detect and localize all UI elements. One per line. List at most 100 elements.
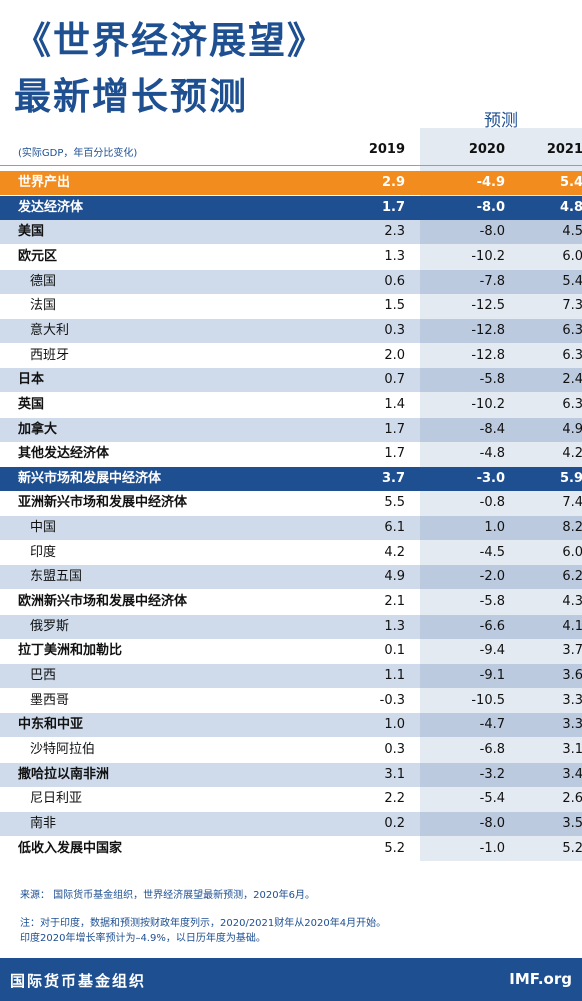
table-row: 中东和中亚 1.0 -4.7 3.3	[0, 713, 582, 738]
row-label: 加拿大	[18, 421, 58, 437]
table-row: 东盟五国 4.9 -2.0 6.2	[0, 565, 582, 590]
title: 最新增长预测	[14, 75, 248, 118]
year-header: 2020	[468, 142, 505, 157]
row-label: 尼日利亚	[30, 791, 83, 807]
value-cell: 4.8	[559, 199, 582, 215]
row-label: 拉丁美洲和加勒比	[18, 643, 123, 659]
table-row: 德国 0.6 -7.8 5.4	[0, 269, 582, 294]
table-row: 其他发达经济体 1.7 -4.8 4.2	[0, 442, 582, 467]
value-cell: -4.7	[479, 717, 505, 733]
value-cell: 4.5	[562, 224, 582, 240]
forecast-cell-bg	[420, 762, 582, 787]
value-cell: 1.1	[384, 668, 405, 683]
value-cell: 2.6	[562, 791, 582, 807]
unit-note: (实际GDP，年百分比变化)	[18, 148, 138, 159]
value-cell: -2.0	[479, 569, 505, 585]
value-cell: 2.3	[384, 224, 405, 240]
value-cell: 3.1	[384, 766, 405, 782]
value-cell: -4.5	[479, 544, 505, 560]
value-cell: 5.9	[559, 470, 582, 486]
value-cell: 0.3	[384, 741, 405, 757]
value-cell: -0.3	[379, 692, 405, 708]
value-cell: 5.2	[384, 840, 405, 856]
row-label: 日本	[18, 372, 45, 388]
table-row: 中国 6.1 1.0 8.2	[0, 516, 582, 541]
table-row: 西班牙 2.0 -12.8 6.3	[0, 343, 582, 368]
table-row: 低收入发展中国家 5.2 -1.0 5.2	[0, 836, 582, 861]
value-cell: 4.1	[562, 618, 582, 634]
value-cell: 2.0	[384, 347, 405, 363]
table-row: 俄罗斯 1.3 -6.6 4.1	[0, 614, 582, 639]
row-label: 英国	[18, 396, 45, 412]
forecast-cell-bg	[420, 688, 582, 713]
table-row: 欧洲新兴市场和发展中经济体 2.1 -5.8 4.3	[0, 590, 582, 615]
forecast-cell-bg	[420, 269, 582, 294]
table-row: 美国 2.3 -8.0 4.5	[0, 220, 582, 245]
value-cell: 1.7	[384, 446, 405, 462]
row-label: 德国	[30, 273, 57, 289]
row-label: 低收入发展中国家	[18, 840, 123, 856]
row-label: 南非	[30, 815, 57, 831]
value-cell: 3.7	[562, 643, 582, 659]
row-label: 巴西	[30, 668, 57, 683]
value-cell: -4.8	[479, 446, 505, 462]
value-cell: -10.2	[471, 396, 505, 412]
forecast-cell-bg	[420, 343, 582, 368]
value-cell: 2.2	[384, 791, 405, 807]
value-cell: 3.7	[381, 470, 405, 486]
row-label: 西班牙	[30, 347, 70, 363]
forecast-cell-bg	[420, 565, 582, 590]
value-cell: -1.0	[479, 840, 505, 856]
value-cell: 2.4	[562, 372, 582, 388]
value-cell: -5.4	[479, 791, 505, 807]
forecast-cell-bg	[420, 787, 582, 812]
value-cell: 1.7	[381, 199, 405, 215]
table-row: 法国 1.5 -12.5 7.3	[0, 294, 582, 319]
table-row: 巴西 1.1 -9.1 3.6	[0, 664, 582, 688]
row-label: 印度	[30, 544, 57, 560]
value-cell: 1.4	[384, 396, 405, 412]
value-cell: 5.2	[562, 840, 582, 856]
forecast-cell-bg	[420, 540, 582, 565]
value-cell: -12.8	[471, 322, 505, 338]
forecast-cell-bg	[420, 639, 582, 664]
year-header: 2021	[546, 142, 582, 157]
value-cell: 5.4	[562, 273, 582, 289]
table-row: 新兴市场和发展中经济体 3.7 -3.0 5.9	[0, 466, 582, 491]
table-row: 日本 0.7 -5.8 2.4	[0, 368, 582, 393]
row-label: 美国	[18, 224, 45, 240]
value-cell: 3.3	[562, 717, 582, 733]
forecast-cell-bg	[420, 294, 582, 319]
table-row: 印度 4.2 -4.5 6.0	[0, 540, 582, 565]
forecast-cell-bg	[420, 664, 582, 688]
value-cell: 5.4	[559, 175, 582, 190]
value-cell: 4.2	[384, 544, 405, 560]
forecast-cell-bg	[420, 466, 582, 491]
value-cell: 2.9	[381, 175, 405, 190]
table-row: 南非 0.2 -8.0 3.5	[0, 811, 582, 836]
forecast-label: 预测	[484, 111, 518, 131]
forecast-cell-bg	[420, 713, 582, 738]
value-cell: 4.9	[384, 569, 405, 585]
value-cell: 0.7	[384, 372, 405, 388]
table-row: 发达经济体 1.7 -8.0 4.8	[0, 195, 582, 220]
forecast-cell-bg	[420, 442, 582, 467]
value-cell: 0.6	[384, 273, 405, 289]
table-row: 墨西哥 -0.3 -10.5 3.3	[0, 688, 582, 713]
row-label: 东盟五国	[30, 569, 83, 585]
value-cell: 3.6	[562, 668, 582, 683]
value-cell: -6.6	[479, 618, 505, 634]
table-row: 沙特阿拉伯 0.3 -6.8 3.1	[0, 737, 582, 762]
value-cell: -10.2	[471, 248, 505, 264]
value-cell: -8.0	[479, 815, 505, 831]
value-cell: 2.1	[384, 594, 405, 610]
table-row: 尼日利亚 2.2 -5.4 2.6	[0, 787, 582, 812]
value-cell: -8.0	[479, 224, 505, 240]
value-cell: -7.8	[479, 273, 505, 289]
value-cell: -8.4	[479, 421, 505, 437]
value-cell: -5.8	[479, 372, 505, 388]
forecast-cell-bg	[420, 811, 582, 836]
value-cell: 6.0	[562, 248, 582, 264]
value-cell: 0.3	[384, 322, 405, 338]
